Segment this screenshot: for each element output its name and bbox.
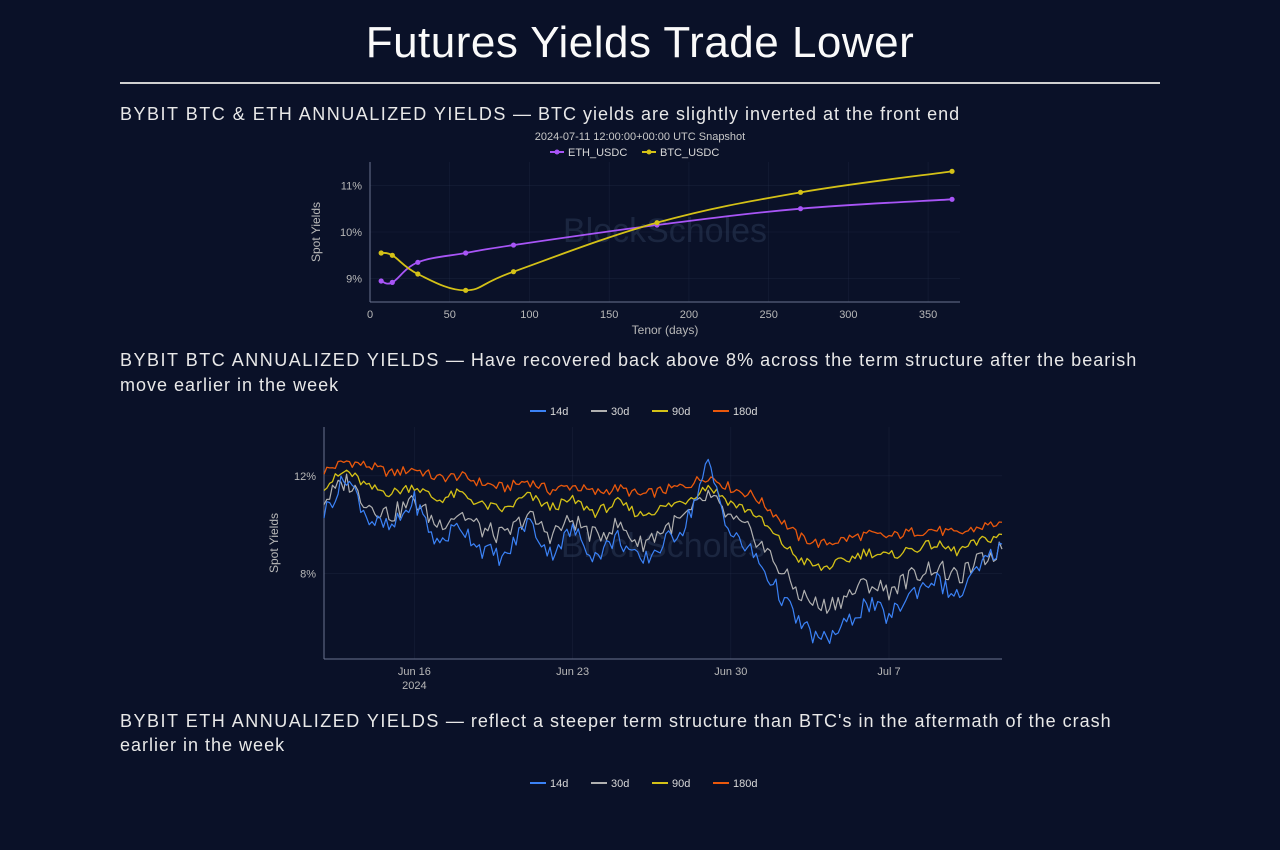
svg-text:300: 300 (839, 309, 857, 321)
svg-text:14d: 14d (550, 778, 568, 790)
svg-text:30d: 30d (611, 406, 629, 418)
svg-text:Jul 7: Jul 7 (877, 666, 900, 678)
chart2-caption: BYBIT BTC ANNUALIZED YIELDS — Have recov… (120, 348, 1160, 397)
svg-text:180d: 180d (733, 406, 757, 418)
svg-text:Jun 16: Jun 16 (398, 666, 431, 678)
chart3: 14d 30d 90d 180d (260, 759, 1020, 809)
svg-text:250: 250 (759, 309, 777, 321)
chart1-caption: BYBIT BTC & ETH ANNUALIZED YIELDS — BTC … (120, 102, 1160, 126)
svg-text:350: 350 (919, 309, 937, 321)
chart2: 14d 30d 90d 180d 8% 12% Jun 16 2024 Jun 23 Jun 30… (260, 399, 1020, 699)
svg-text:Spot Yields: Spot Yields (267, 513, 281, 573)
chart1-caption-rest: — BTC yields are slightly inverted at th… (507, 104, 960, 124)
chart1-section: BYBIT BTC & ETH ANNUALIZED YIELDS — BTC … (120, 102, 1160, 338)
svg-text:200: 200 (680, 309, 698, 321)
chart3-caption-bold: BYBIT ETH ANNUALIZED YIELDS (120, 711, 440, 731)
svg-text:Spot Yields: Spot Yields (309, 202, 323, 262)
page-title: Futures Yields Trade Lower (120, 18, 1160, 68)
svg-text:14d: 14d (550, 406, 568, 418)
chart3-section: BYBIT ETH ANNUALIZED YIELDS — reflect a … (120, 709, 1160, 810)
chart1-caption-bold: BYBIT BTC & ETH ANNUALIZED YIELDS (120, 104, 507, 124)
svg-text:50: 50 (444, 309, 456, 321)
title-rule (120, 82, 1160, 84)
chart2-section: BYBIT BTC ANNUALIZED YIELDS — Have recov… (120, 348, 1160, 699)
svg-text:9%: 9% (346, 274, 362, 286)
svg-text:2024-07-11 12:00:00+00:00 UTC: 2024-07-11 12:00:00+00:00 UTC Snapshot (535, 131, 745, 143)
svg-text:10%: 10% (340, 227, 362, 239)
chart2-caption-bold: BYBIT BTC ANNUALIZED YIELDS (120, 350, 440, 370)
chart3-caption: BYBIT ETH ANNUALIZED YIELDS — reflect a … (120, 709, 1160, 758)
svg-text:8%: 8% (300, 568, 316, 580)
svg-text:90d: 90d (672, 778, 690, 790)
svg-text:180d: 180d (733, 778, 757, 790)
svg-text:30d: 30d (611, 778, 629, 790)
svg-text:Jun 30: Jun 30 (714, 666, 747, 678)
svg-text:BTC_USDC: BTC_USDC (660, 147, 719, 159)
svg-text:100: 100 (520, 309, 538, 321)
svg-text:2024: 2024 (402, 680, 426, 692)
svg-text:12%: 12% (294, 471, 316, 483)
svg-text:BlockScholes: BlockScholes (563, 212, 767, 250)
svg-text:Tenor (days): Tenor (days) (632, 323, 699, 337)
svg-text:0: 0 (367, 309, 373, 321)
svg-text:150: 150 (600, 309, 618, 321)
svg-text:Jun 23: Jun 23 (556, 666, 589, 678)
svg-text:ETH_USDC: ETH_USDC (568, 147, 627, 159)
svg-text:11%: 11% (341, 181, 362, 193)
svg-text:90d: 90d (672, 406, 690, 418)
chart1: 2024-07-11 12:00:00+00:00 UTC Snapshot ET… (300, 128, 980, 338)
